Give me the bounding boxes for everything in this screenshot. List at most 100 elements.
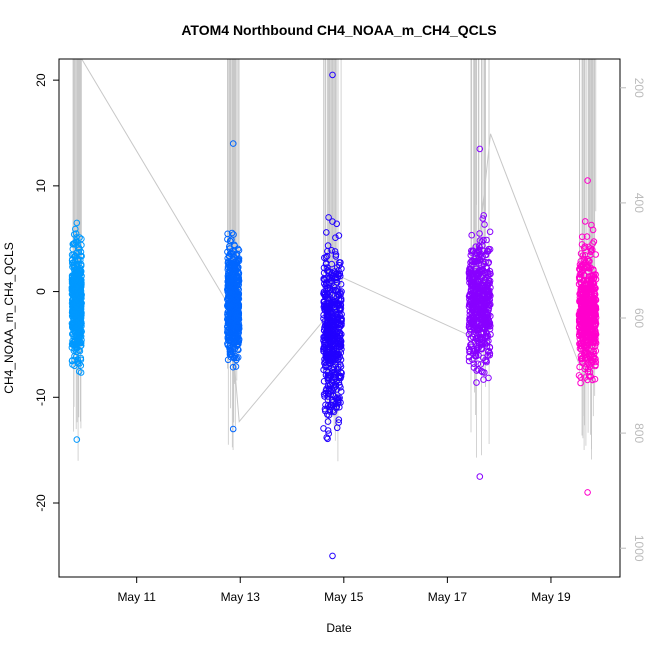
data-point: [322, 290, 329, 298]
data-point: [77, 354, 85, 362]
data-point: [68, 278, 76, 285]
data-point: [474, 366, 482, 373]
data-point: [476, 145, 484, 153]
y-tick-label: -20: [34, 494, 48, 512]
data-point: [323, 434, 331, 441]
data-point: [330, 364, 338, 371]
data-point: [230, 316, 237, 324]
data-point: [73, 345, 80, 352]
data-point: [485, 276, 493, 284]
data-point: [72, 291, 79, 298]
data-point: [576, 310, 584, 317]
data-point: [224, 356, 232, 364]
data-point: [336, 270, 344, 278]
data-point: [71, 289, 78, 297]
data-point: [325, 312, 332, 320]
data-point: [468, 231, 476, 239]
data-point: [324, 427, 332, 434]
data-point: [592, 295, 599, 303]
data-point: [324, 369, 332, 376]
data-point: [480, 305, 487, 313]
data-point: [224, 236, 231, 243]
data-point: [477, 329, 485, 336]
data-point: [323, 286, 330, 293]
y2-tick-label: 600: [632, 308, 646, 328]
data-point: [483, 313, 491, 321]
data-point: [323, 252, 331, 260]
data-point: [75, 311, 83, 318]
data-point: [331, 248, 339, 255]
data-point: [582, 344, 590, 352]
data-point: [68, 257, 76, 264]
data-point: [469, 286, 477, 294]
data-point: [468, 247, 475, 255]
data-point: [322, 293, 329, 301]
data-point: [235, 327, 242, 334]
data-point: [326, 403, 333, 411]
data-point: [228, 275, 235, 283]
data-point: [585, 338, 593, 346]
data-point: [71, 356, 78, 364]
data-point: [466, 315, 474, 322]
data-point: [325, 430, 333, 438]
x-tick-label: May 11: [117, 590, 156, 604]
data-point: [486, 277, 494, 285]
data-point: [337, 290, 344, 298]
data-point: [76, 297, 83, 304]
data-point: [332, 382, 340, 390]
data-point: [589, 357, 597, 365]
data-point: [336, 353, 344, 361]
data-point: [581, 218, 589, 225]
data-point: [234, 345, 241, 353]
data-point: [229, 140, 237, 147]
data-point: [469, 261, 476, 269]
y-tick-label: -10: [34, 388, 48, 406]
data-point: [330, 384, 338, 392]
data-point: [575, 372, 583, 379]
y-axis-label: CH4_NOAA_m_CH4_QCLS: [2, 242, 16, 393]
data-point: [580, 326, 588, 334]
data-point: [235, 335, 243, 343]
data-point: [465, 357, 473, 365]
data-point: [328, 300, 336, 308]
data-point: [483, 358, 490, 366]
data-point: [322, 253, 330, 261]
data-point: [233, 342, 240, 350]
data-point: [485, 259, 492, 267]
data-point: [328, 332, 336, 339]
data-point: [334, 394, 342, 402]
data-point: [577, 250, 585, 257]
data-point: [485, 290, 493, 298]
data-point: [329, 317, 337, 325]
data-point: [581, 280, 589, 287]
x-tick-label: May 15: [324, 590, 364, 604]
data-point: [586, 373, 593, 380]
data-point: [225, 269, 232, 276]
data-point: [585, 361, 593, 369]
data-point: [329, 218, 336, 225]
data-point: [478, 297, 485, 305]
data-point: [483, 236, 490, 244]
data-point: [323, 229, 330, 236]
data-point: [76, 234, 83, 241]
data-point: [332, 234, 339, 241]
data-point: [232, 261, 240, 269]
data-point: [589, 226, 597, 234]
data-point: [335, 355, 342, 362]
data-point: [229, 286, 236, 294]
data-point: [481, 284, 489, 292]
data-point: [226, 300, 233, 307]
data-point: [229, 425, 237, 433]
y-tick-label: 20: [34, 73, 48, 87]
data-points: [68, 71, 600, 560]
data-point: [472, 270, 480, 278]
data-point: [331, 373, 339, 381]
data-point: [466, 274, 473, 282]
data-point: [591, 292, 598, 300]
data-point: [478, 367, 485, 375]
data-point: [225, 332, 232, 339]
data-point: [479, 288, 487, 295]
data-point: [486, 228, 494, 236]
data-point: [70, 331, 77, 338]
